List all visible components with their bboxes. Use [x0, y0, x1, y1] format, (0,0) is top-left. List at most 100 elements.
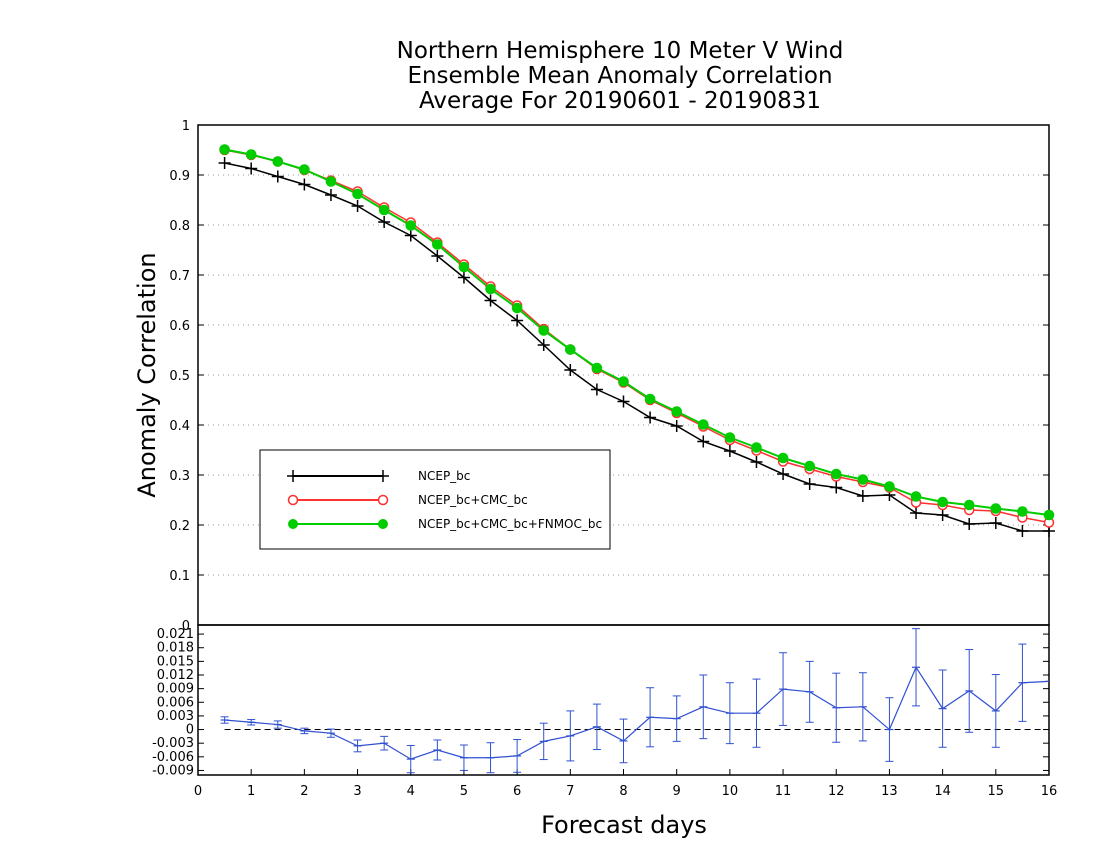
x-tick-label: 16	[1041, 784, 1058, 799]
x-tick-label: 12	[828, 784, 845, 799]
data-point-NCEP_bc+CMC_bc+FNMOC_bc	[219, 144, 230, 155]
x-tick-label: 10	[722, 784, 739, 799]
y-tick-label: 0.006	[157, 695, 194, 710]
data-point-NCEP_bc+CMC_bc+FNMOC_bc	[937, 496, 948, 508]
data-point-NCEP_bc+CMC_bc+FNMOC_bc	[804, 460, 815, 472]
data-point-NCEP_bc+CMC_bc+FNMOC_bc	[485, 283, 496, 295]
y-tick-label: 0.003	[157, 709, 194, 724]
data-point-NCEP_bc+CMC_bc+FNMOC_bc	[591, 362, 603, 374]
data-point-NCEP_bc+CMC_bc+FNMOC_bc	[857, 474, 869, 485]
legend-marker	[377, 494, 389, 506]
y-tick-label: -0.006	[152, 750, 194, 765]
data-point-NCEP_bc+CMC_bc+FNMOC_bc	[325, 176, 337, 187]
data-point-NCEP_bc	[723, 445, 736, 457]
data-point-NCEP_bc	[936, 509, 949, 521]
y-axis-label: Anomaly Correlation	[133, 252, 161, 497]
x-tick-label: 0	[194, 784, 202, 799]
x-tick-label: 5	[460, 784, 468, 799]
upper-panel: 0 0.1 0.2 0.3 0.4 0.5 0.6 0.7 0.8 0.9 1 Anomaly Cor…	[133, 119, 1055, 634]
data-point-NCEP_bc	[218, 157, 231, 169]
data-point-NCEP_bc+CMC_bc+FNMOC_bc	[830, 468, 842, 480]
data-point-NCEP_bc	[484, 294, 497, 307]
data-point-NCEP_bc	[963, 518, 976, 530]
y-tick-label: 0.018	[157, 641, 194, 656]
data-point-NCEP_bc	[271, 170, 284, 183]
data-point-NCEP_bc+CMC_bc+FNMOC_bc	[697, 419, 709, 430]
y-tick-label: 1	[182, 119, 190, 134]
y-tick-label: 0.009	[157, 682, 194, 697]
data-point-NCEP_bc	[351, 200, 364, 212]
data-point-NCEP_bc+CMC_bc+FNMOC_bc	[671, 406, 682, 417]
x-tick-label: 3	[353, 784, 361, 799]
y-tick-label: -0.003	[152, 736, 194, 751]
data-point-NCEP_bc	[697, 435, 710, 448]
x-tick-label: 6	[513, 784, 521, 799]
data-point-NCEP_bc+CMC_bc+FNMOC_bc	[1043, 509, 1055, 521]
y-tick-label: 0.015	[157, 654, 194, 669]
data-point-NCEP_bc+CMC_bc+FNMOC_bc	[511, 302, 523, 314]
data-point-NCEP_bc	[1016, 525, 1029, 537]
chart-title-line: Average For 20190601 - 20190831	[419, 88, 821, 114]
data-point-NCEP_bc	[245, 162, 258, 175]
data-point-NCEP_bc	[617, 395, 630, 408]
x-tick-label: 14	[934, 784, 951, 799]
y-tick-label: 0.3	[169, 469, 190, 484]
y-tick-label: 0.6	[169, 319, 190, 334]
data-point-NCEP_bc+CMC_bc+FNMOC_bc	[884, 481, 895, 492]
series-line-NCEP_bc	[224, 162, 1049, 532]
chart-title-line: Ensemble Mean Anomaly Correlation	[407, 63, 832, 89]
y-tick-label: 0.4	[169, 419, 190, 434]
y-tick-label: 0.012	[157, 668, 194, 683]
data-point-NCEP_bc	[989, 517, 1002, 529]
x-tick-label: 2	[300, 784, 308, 799]
data-point-NCEP_bc	[750, 456, 763, 468]
data-point-NCEP_bc+CMC_bc+FNMOC_bc	[1017, 506, 1028, 517]
difference-line	[224, 665, 1049, 760]
data-point-NCEP_bc	[830, 481, 843, 494]
data-point-NCEP_bc+CMC_bc+FNMOC_bc	[405, 220, 417, 231]
data-point-NCEP_bc	[431, 250, 444, 262]
data-point-NCEP_bc	[298, 178, 311, 191]
x-tick-label: 13	[881, 784, 898, 799]
difference-series	[220, 628, 1049, 774]
data-point-NCEP_bc	[910, 507, 923, 519]
y-tick-label: 0.8	[169, 219, 190, 234]
data-point-NCEP_bc+CMC_bc+FNMOC_bc	[299, 164, 310, 175]
x-axis-label: Forecast days	[541, 811, 707, 839]
data-point-NCEP_bc	[803, 478, 816, 490]
legend-label: NCEP_bc+CMC_bc	[418, 493, 528, 507]
data-point-NCEP_bc	[644, 411, 657, 424]
legend-marker	[287, 494, 299, 506]
legend-label: NCEP_bc	[418, 469, 470, 483]
legend-marker	[288, 519, 298, 529]
data-point-NCEP_bc	[777, 468, 790, 480]
y-tick-label: 0.1	[169, 569, 190, 584]
y-tick-label: 0.7	[169, 269, 190, 284]
y-tick-label: 0.021	[157, 627, 194, 642]
x-tick-label: 7	[566, 784, 574, 799]
y-tick-label: 0	[182, 619, 190, 634]
x-tick-label: 9	[673, 784, 681, 799]
data-point-NCEP_bc+CMC_bc+FNMOC_bc	[458, 261, 470, 273]
x-tick-label: 1	[247, 784, 255, 799]
y-tick-label: 0	[186, 723, 194, 738]
data-point-NCEP_bc+CMC_bc+FNMOC_bc	[538, 325, 550, 336]
data-point-NCEP_bc	[590, 383, 603, 396]
legend-label: NCEP_bc+CMC_bc+FNMOC_bc	[418, 517, 602, 531]
data-point-NCEP_bc	[537, 339, 550, 351]
data-point-NCEP_bc+CMC_bc+FNMOC_bc	[352, 188, 363, 200]
data-point-NCEP_bc+CMC_bc+FNMOC_bc	[618, 376, 629, 387]
chart-title: Northern Hemisphere 10 Meter V WindEnsem…	[397, 38, 844, 114]
data-point-NCEP_bc+CMC_bc+FNMOC_bc	[644, 393, 656, 405]
data-point-NCEP_bc	[378, 216, 391, 228]
data-point-NCEP_bc	[564, 364, 577, 376]
data-point-NCEP_bc+CMC_bc+FNMOC_bc	[777, 452, 789, 464]
data-point-NCEP_bc+CMC_bc+FNMOC_bc	[378, 204, 390, 216]
y-tick-label: 0.5	[169, 369, 190, 384]
data-point-NCEP_bc+CMC_bc+FNMOC_bc	[963, 499, 975, 511]
data-point-NCEP_bc	[404, 229, 417, 242]
data-point-NCEP_bc	[670, 420, 683, 432]
data-point-NCEP_bc+CMC_bc+FNMOC_bc	[724, 432, 736, 443]
data-point-NCEP_bc	[457, 271, 470, 284]
